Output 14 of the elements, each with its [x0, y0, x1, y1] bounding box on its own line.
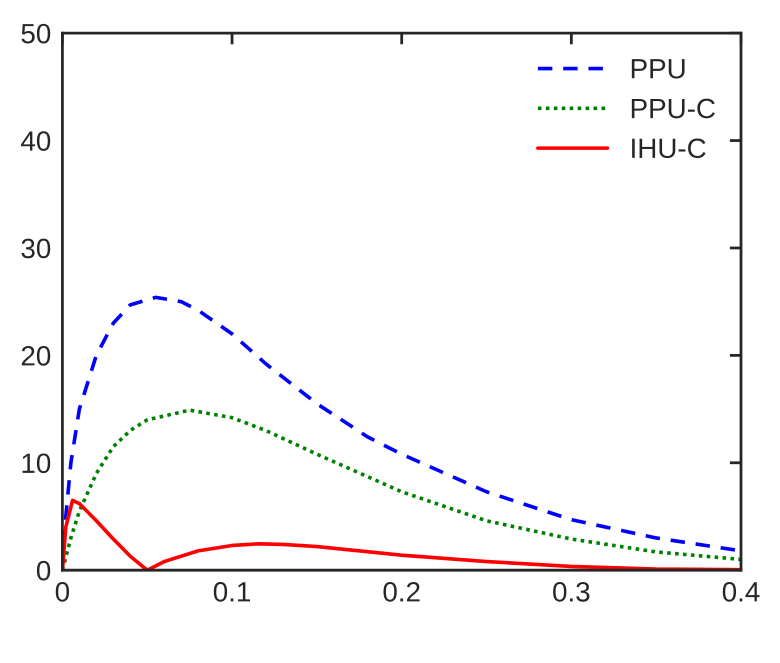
legend-label: IHU-C [632, 138, 706, 158]
legend-label: PPU-C [632, 98, 715, 118]
y-tick-label: 30 [21, 238, 50, 258]
x-tick-label: 0.3 [553, 582, 590, 602]
y-tick-label: 40 [21, 131, 50, 151]
legend-label: PPU [632, 59, 685, 79]
x-tick-label: 0 [56, 582, 70, 602]
x-tick-label: 0.4 [722, 582, 760, 602]
x-tick-label: 0.1 [214, 582, 250, 602]
y-tick-label: 20 [22, 346, 50, 366]
y-tick-label: 0 [36, 560, 50, 581]
x-tick-label: 0.2 [383, 582, 420, 602]
y-tick-label: 10 [22, 453, 50, 474]
y-tick-label: 50 [22, 24, 50, 44]
